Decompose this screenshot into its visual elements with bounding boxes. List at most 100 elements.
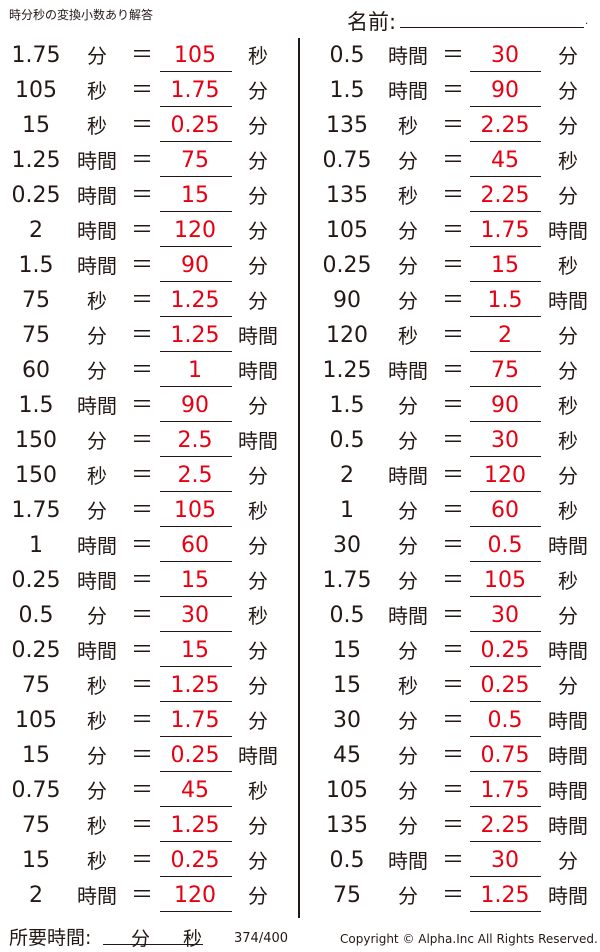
answer-underline <box>470 771 541 772</box>
answer-value: 2.5 <box>177 428 213 453</box>
answer-value: 90 <box>181 393 209 418</box>
answer-unit: 分 <box>248 149 268 173</box>
answer-underline <box>470 666 541 667</box>
answer-unit: 分 <box>248 849 268 873</box>
given-unit: 秒 <box>87 114 107 138</box>
answer-value: 45 <box>491 148 519 173</box>
answer-unit: 時間 <box>548 779 588 803</box>
answer-underline <box>470 281 541 282</box>
given-value: 1.5 <box>329 78 365 103</box>
answer-underline <box>470 456 541 457</box>
answer-value: 60 <box>491 498 519 523</box>
answer-unit: 時間 <box>238 744 278 768</box>
answer-underline <box>160 281 232 282</box>
answer-underline <box>160 806 232 807</box>
answer-value: 0.25 <box>480 638 530 663</box>
given-unit: 分 <box>398 569 418 593</box>
given-value: 15 <box>22 848 50 873</box>
answer-underline <box>470 911 541 912</box>
answer-value: 75 <box>181 148 209 173</box>
given-unit: 時間 <box>77 569 117 593</box>
answer-value: 1.75 <box>170 708 220 733</box>
answer-unit: 秒 <box>248 779 268 803</box>
given-unit: 秒 <box>87 814 107 838</box>
answer-unit: 時間 <box>548 289 588 313</box>
name-label: 名前: <box>347 10 397 34</box>
answer-unit: 秒 <box>558 429 578 453</box>
given-value: 1.25 <box>11 148 61 173</box>
answer-value: 120 <box>484 463 526 488</box>
answer-value: 1.5 <box>487 288 523 313</box>
given-unit: 分 <box>398 814 418 838</box>
answer-underline <box>160 771 232 772</box>
answer-unit: 分 <box>248 884 268 908</box>
equals-sign: ＝ <box>130 638 154 663</box>
given-unit: 時間 <box>388 359 428 383</box>
given-unit: 秒 <box>87 849 107 873</box>
equals-sign: ＝ <box>130 673 154 698</box>
given-value: 0.5 <box>329 603 365 628</box>
answer-underline <box>160 351 232 352</box>
answer-unit: 分 <box>248 464 268 488</box>
equals-sign: ＝ <box>130 148 154 173</box>
given-unit: 秒 <box>398 114 418 138</box>
equals-sign: ＝ <box>130 883 154 908</box>
given-unit: 分 <box>87 359 107 383</box>
given-unit: 時間 <box>77 534 117 558</box>
answer-unit: 分 <box>558 44 578 68</box>
given-value: 0.25 <box>11 638 61 663</box>
answer-unit: 秒 <box>248 44 268 68</box>
given-value: 1.75 <box>11 43 61 68</box>
answer-underline <box>160 841 232 842</box>
answer-underline <box>470 421 541 422</box>
answer-underline <box>470 736 541 737</box>
answer-unit: 分 <box>558 674 578 698</box>
answer-underline <box>160 421 232 422</box>
given-value: 75 <box>22 288 50 313</box>
answer-underline <box>470 841 541 842</box>
equals-sign: ＝ <box>441 323 465 348</box>
given-unit: 時間 <box>77 254 117 278</box>
answer-value: 30 <box>491 43 519 68</box>
equals-sign: ＝ <box>441 708 465 733</box>
answer-value: 120 <box>174 883 216 908</box>
answer-value: 1.25 <box>170 288 220 313</box>
answer-unit: 秒 <box>248 499 268 523</box>
answer-unit: 分 <box>248 254 268 278</box>
equals-sign: ＝ <box>441 183 465 208</box>
equals-sign: ＝ <box>130 113 154 138</box>
answer-underline <box>470 106 541 107</box>
equals-sign: ＝ <box>130 708 154 733</box>
equals-sign: ＝ <box>441 218 465 243</box>
answer-underline <box>470 351 541 352</box>
given-value: 30 <box>333 708 361 733</box>
answer-underline <box>160 386 232 387</box>
given-unit: 時間 <box>388 604 428 628</box>
answer-unit: 分 <box>248 534 268 558</box>
equals-sign: ＝ <box>130 743 154 768</box>
answer-underline <box>470 701 541 702</box>
given-value: 0.5 <box>329 428 365 453</box>
answer-unit: 時間 <box>548 744 588 768</box>
given-unit: 時間 <box>388 44 428 68</box>
given-value: 1.25 <box>322 358 372 383</box>
given-unit: 時間 <box>77 219 117 243</box>
answer-unit: 分 <box>558 184 578 208</box>
given-value: 1.5 <box>18 253 54 278</box>
answer-underline <box>160 911 232 912</box>
answer-value: 0.5 <box>487 533 523 558</box>
answer-unit: 時間 <box>548 534 588 558</box>
equals-sign: ＝ <box>441 533 465 558</box>
given-value: 2 <box>29 883 43 908</box>
answer-value: 2.25 <box>480 113 530 138</box>
given-unit: 分 <box>87 44 107 68</box>
given-unit: 時間 <box>77 884 117 908</box>
given-unit: 秒 <box>87 79 107 103</box>
given-unit: 分 <box>398 884 418 908</box>
answer-unit: 秒 <box>558 499 578 523</box>
equals-sign: ＝ <box>130 218 154 243</box>
equals-sign: ＝ <box>441 498 465 523</box>
answer-value: 1.75 <box>170 78 220 103</box>
given-unit: 秒 <box>87 709 107 733</box>
answer-unit: 時間 <box>548 219 588 243</box>
